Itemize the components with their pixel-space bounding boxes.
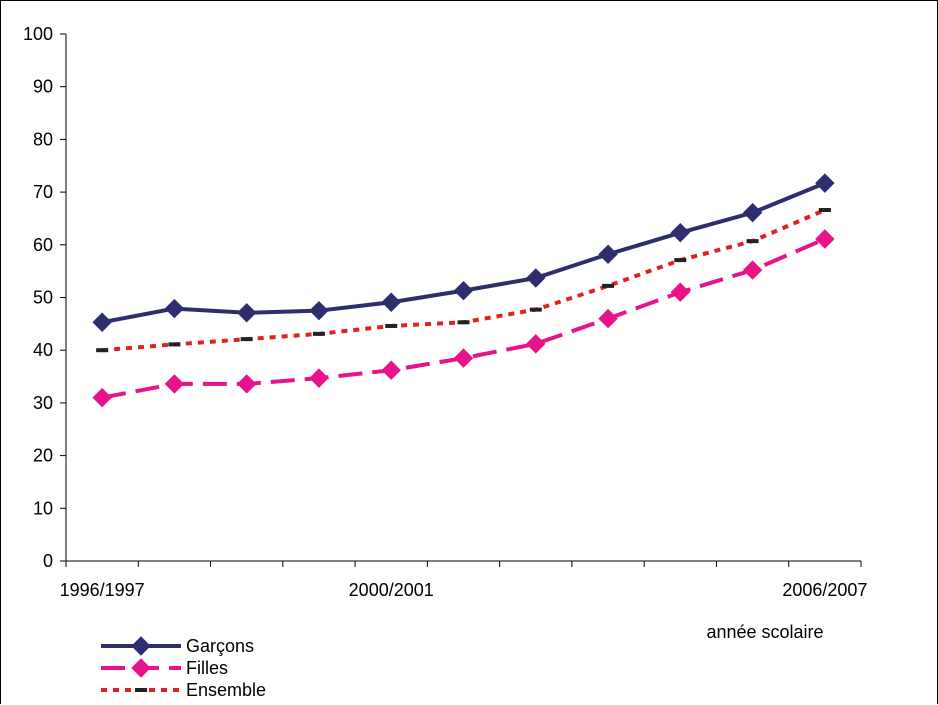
y-tick-label: 40	[33, 340, 53, 360]
legend-marker	[131, 636, 151, 656]
series-ensemble	[96, 208, 831, 353]
data-point	[670, 222, 691, 243]
data-point	[236, 303, 257, 323]
data-point	[385, 323, 398, 328]
data-point	[164, 298, 185, 319]
data-point	[96, 348, 109, 353]
data-point	[746, 239, 759, 244]
y-tick-label: 50	[33, 288, 53, 308]
y-tick-label: 80	[33, 129, 53, 149]
data-point	[381, 292, 401, 312]
legend-label: Filles	[186, 658, 228, 678]
data-point	[240, 337, 253, 342]
data-point	[598, 308, 618, 329]
data-point	[815, 229, 835, 249]
data-point	[168, 342, 181, 347]
data-point	[236, 374, 257, 394]
data-point	[526, 334, 546, 354]
data-point	[598, 244, 618, 264]
y-tick-label: 10	[33, 498, 53, 518]
series-line	[101, 181, 826, 325]
y-tick-label: 0	[43, 551, 53, 571]
data-point	[742, 260, 763, 280]
data-point	[453, 348, 474, 368]
data-point	[742, 202, 763, 223]
data-point	[526, 268, 546, 288]
legend-item-filles: Filles	[101, 658, 228, 678]
data-point	[529, 307, 542, 312]
data-point	[164, 374, 185, 394]
data-point	[309, 300, 329, 321]
legend-item-ensemble: Ensemble	[101, 680, 266, 700]
x-tick-label: 1996/1997	[60, 580, 145, 600]
data-point	[312, 331, 325, 336]
series-line	[101, 237, 826, 400]
y-tick-label: 100	[23, 24, 53, 44]
legend-item-gar-ons: Garçons	[101, 636, 254, 656]
y-tick-label: 70	[33, 182, 53, 202]
data-point	[92, 387, 112, 408]
data-point	[457, 320, 470, 325]
data-point	[815, 173, 835, 193]
y-tick-label: 30	[33, 393, 53, 413]
series-gar-ons	[92, 173, 835, 332]
series-filles	[92, 229, 835, 408]
data-point	[381, 360, 401, 380]
legend-marker	[135, 688, 147, 692]
x-axis-ticks: 1996/1997 2000/2001 2006/2007	[60, 561, 867, 600]
x-axis-label: année scolaire	[706, 622, 823, 642]
x-tick-label: 2000/2001	[349, 580, 434, 600]
legend-marker	[131, 658, 151, 678]
data-point	[602, 283, 615, 288]
data-point	[453, 280, 474, 301]
data-point	[309, 368, 329, 388]
y-tick-label: 60	[33, 235, 53, 255]
y-tick-label: 20	[33, 446, 53, 466]
data-point	[92, 312, 112, 332]
data-point	[818, 208, 831, 213]
y-axis-ticks: 0 10 20 30 40 50 60 70 80 90 100	[23, 24, 66, 571]
x-tick-label: 2006/2007	[782, 580, 867, 600]
data-point	[670, 282, 691, 302]
data-point	[674, 258, 687, 263]
y-tick-label: 90	[33, 77, 53, 97]
series-layer	[92, 173, 835, 408]
legend-label: Garçons	[186, 636, 254, 656]
legend-label: Ensemble	[186, 680, 266, 700]
